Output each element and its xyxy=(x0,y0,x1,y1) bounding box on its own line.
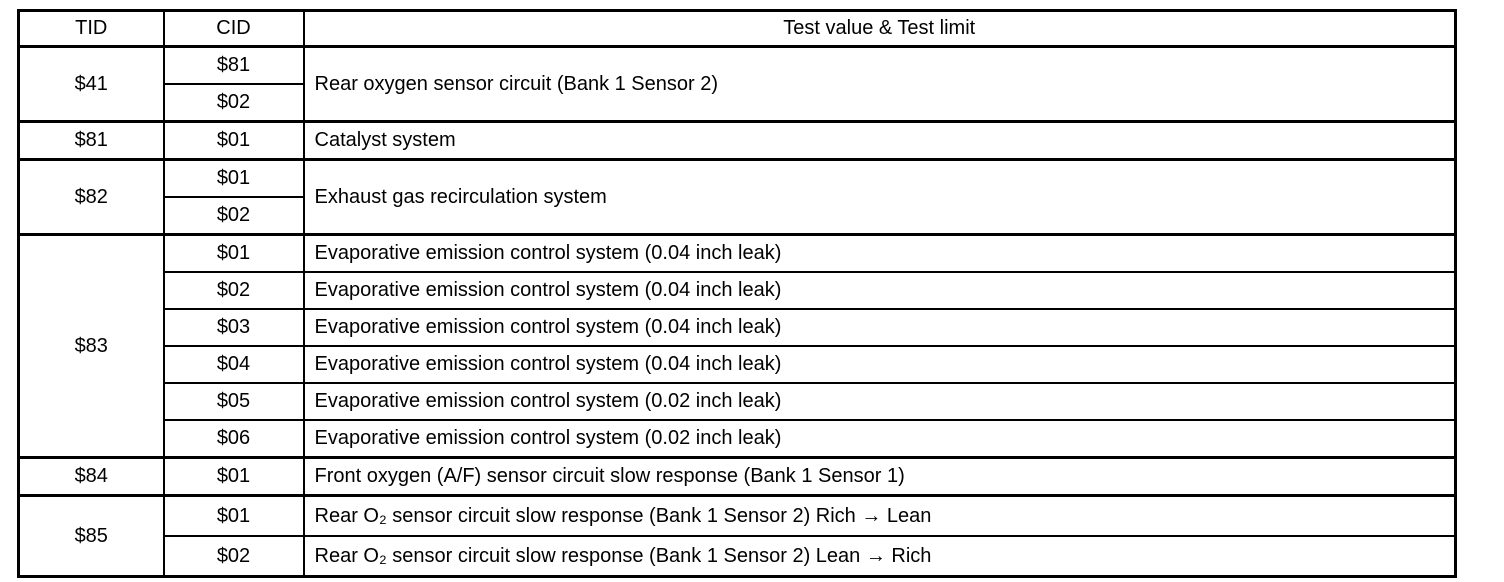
cid-cell: $81 xyxy=(162,45,305,85)
table-row: $02 xyxy=(19,196,1456,236)
cid-cell: $02 xyxy=(162,271,305,310)
table-row: $02 xyxy=(19,83,1456,123)
cid-cell: $01 xyxy=(162,233,305,273)
tid-cell: $81 xyxy=(17,120,165,161)
description-cell: Evaporative emission control system (0.0… xyxy=(302,308,1457,347)
table-row: $82 $01 Exhaust gas recirculation system xyxy=(17,158,1457,236)
table-row: $02 Rear O₂ sensor circuit slow response… xyxy=(19,535,1457,578)
description-cell: Evaporative emission control system (0.0… xyxy=(302,271,1457,310)
column-header-tid: TID xyxy=(17,9,165,48)
description-cell: Evaporative emission control system (0.0… xyxy=(302,382,1457,421)
table-row: $41 $81 Rear oxygen sensor circuit (Bank… xyxy=(17,45,1457,123)
cid-cell: $02 xyxy=(162,83,305,123)
cid-cell: $01 xyxy=(162,158,305,198)
tid-cell: $82 xyxy=(17,158,165,236)
table-row: $83 $01 Evaporative emission control sys… xyxy=(17,233,1457,459)
description-cell: Exhaust gas recirculation system xyxy=(302,158,1457,236)
description-cell: Rear O₂ sensor circuit slow response (Ba… xyxy=(302,494,1457,537)
table-row: $84 $01 Front oxygen (A/F) sensor circui… xyxy=(17,456,1457,497)
cid-cell: $05 xyxy=(162,382,305,421)
description-cell: Evaporative emission control system (0.0… xyxy=(302,419,1457,459)
header-row: TID CID Test value & Test limit xyxy=(17,9,1457,48)
description-cell: Catalyst system xyxy=(302,120,1457,161)
column-header-test-value-limit: Test value & Test limit xyxy=(302,9,1457,48)
cid-cell: $04 xyxy=(162,345,305,384)
test-id-spec-table: TID CID Test value & Test limit $41 $81 … xyxy=(17,9,1457,578)
description-cell: Front oxygen (A/F) sensor circuit slow r… xyxy=(302,456,1457,497)
column-header-cid: CID xyxy=(162,9,305,48)
cid-cell: $01 xyxy=(162,494,305,537)
cid-cell: $03 xyxy=(162,308,305,347)
table-row: $06 Evaporative emission control system … xyxy=(19,419,1457,459)
description-cell: Rear oxygen sensor circuit (Bank 1 Senso… xyxy=(302,45,1457,123)
cid-cell: $06 xyxy=(162,419,305,459)
tid-cell: $83 xyxy=(17,233,165,459)
cid-cell: $01 xyxy=(162,456,305,497)
cid-cell: $02 xyxy=(162,535,305,578)
table-row: $05 Evaporative emission control system … xyxy=(19,382,1457,421)
table-row: $02 Evaporative emission control system … xyxy=(19,271,1457,310)
table-row: $03 Evaporative emission control system … xyxy=(19,308,1457,347)
tid-cell: $85 xyxy=(17,494,165,578)
description-cell: Evaporative emission control system (0.0… xyxy=(302,233,1457,273)
description-cell: Rear O₂ sensor circuit slow response (Ba… xyxy=(302,535,1457,578)
tid-cell: $84 xyxy=(17,456,165,497)
tid-cell: $41 xyxy=(17,45,165,123)
cid-cell: $02 xyxy=(162,196,305,236)
table-row: $81 $01 Catalyst system xyxy=(17,120,1457,161)
description-cell: Evaporative emission control system (0.0… xyxy=(302,345,1457,384)
table-row: $04 Evaporative emission control system … xyxy=(19,345,1457,384)
table-row: $85 $01 Rear O₂ sensor circuit slow resp… xyxy=(17,494,1457,578)
cid-cell: $01 xyxy=(162,120,305,161)
